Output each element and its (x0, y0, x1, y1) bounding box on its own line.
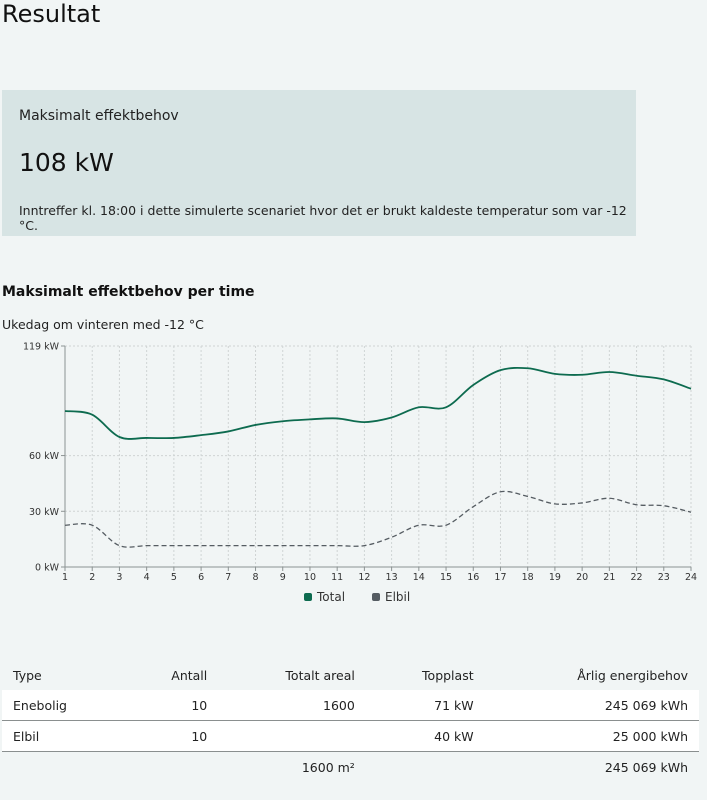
x-tick-label: 19 (549, 572, 561, 583)
total-cell-type (2, 752, 125, 783)
summary-card: Maksimalt effektbehov 108 kW Inntreffer … (2, 90, 636, 236)
table-cell-peak: 71 kW (434, 697, 474, 713)
column-header-annual-energy: Årlig energibehov (577, 667, 688, 683)
column-header-area: Totalt areal (285, 667, 355, 683)
result-table: Type Antall Totalt areal Topplast Årlig … (2, 660, 699, 782)
table-cell-peak: 40 kW (434, 728, 474, 744)
x-tick-label: 3 (116, 572, 122, 583)
table-cell-annual-energy: 245 069 kWh (604, 697, 688, 713)
table-header-row: Type Antall Totalt areal Topplast Årlig … (2, 660, 699, 690)
legend-swatch (304, 593, 312, 601)
total-cell-annual-energy: 245 069 kWh (604, 759, 688, 775)
x-tick-label: 14 (413, 572, 425, 583)
total-cell-peak (366, 752, 485, 783)
total-cell-area: 1600 m² (301, 759, 355, 775)
x-tick-label: 16 (467, 572, 479, 583)
x-tick-label: 9 (280, 572, 286, 583)
x-tick-label: 8 (252, 572, 258, 583)
x-tick-label: 22 (631, 572, 643, 583)
table-cell-annual-energy: 25 000 kWh (612, 728, 688, 744)
y-tick-label: 119 kW (23, 342, 60, 353)
table-row: Enebolig 10 1600 71 kW 245 069 kWh (2, 690, 699, 721)
column-header-count: Antall (171, 667, 208, 683)
total-cell-count (125, 752, 219, 783)
table-total-row: 1600 m² 245 069 kWh (2, 752, 699, 783)
page-title: Resultat (2, 0, 101, 28)
x-tick-label: 11 (331, 572, 343, 583)
legend-label: Total (316, 590, 345, 604)
legend-swatch (372, 593, 380, 601)
x-tick-label: 7 (225, 572, 231, 583)
table-cell-type: Enebolig (13, 697, 67, 713)
x-tick-label: 20 (576, 572, 588, 583)
x-tick-label: 1 (62, 572, 68, 583)
column-header-peak: Topplast (422, 667, 474, 683)
table-cell-count: 10 (191, 728, 208, 744)
table-row: Elbil 10 40 kW 25 000 kWh (2, 720, 699, 752)
x-tick-label: 4 (144, 572, 150, 583)
legend-label: Elbil (385, 590, 410, 604)
chart-subtitle: Ukedag om vinteren med -12 °C (2, 317, 204, 332)
x-tick-label: 18 (522, 572, 534, 583)
x-tick-label: 15 (440, 572, 452, 583)
series-line-total (64, 366, 692, 440)
legend-item-total: Total (304, 590, 345, 604)
series-line-elbil (64, 490, 692, 548)
x-tick-label: 5 (171, 572, 177, 583)
x-tick-label: 6 (198, 572, 204, 583)
chart-title: Maksimalt effektbehov per time (2, 284, 255, 300)
summary-description: Inntreffer kl. 18:00 i dette simulerte s… (19, 203, 627, 233)
summary-label: Maksimalt effektbehov (19, 108, 179, 124)
table-cell-area (218, 721, 366, 752)
x-tick-label: 13 (386, 572, 398, 583)
x-tick-label: 10 (304, 572, 316, 583)
x-tick-label: 24 (685, 572, 697, 583)
x-tick-label: 23 (658, 572, 670, 583)
y-tick-label: 60 kW (29, 451, 60, 462)
y-tick-label: 0 kW (35, 563, 60, 574)
summary-value: 108 kW (19, 148, 114, 177)
table-cell-type: Elbil (13, 728, 40, 744)
column-header-type: Type (13, 667, 42, 683)
table-cell-count: 10 (191, 697, 208, 713)
legend-item-elbil: Elbil (372, 590, 410, 604)
table-cell-area: 1600 (323, 697, 355, 713)
x-tick-label: 2 (89, 572, 95, 583)
x-tick-label: 12 (358, 572, 370, 583)
y-tick-label: 30 kW (29, 507, 60, 518)
x-tick-label: 21 (603, 572, 615, 583)
x-tick-label: 17 (494, 572, 506, 583)
